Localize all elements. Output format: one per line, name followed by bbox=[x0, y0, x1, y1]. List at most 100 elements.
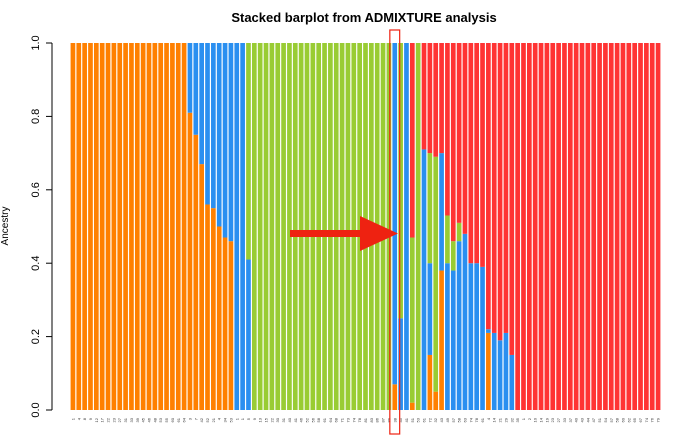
bar-segment-orange bbox=[175, 43, 181, 410]
x-tick-label: 54 bbox=[603, 417, 608, 422]
y-tick-label: 0.6 bbox=[30, 182, 42, 197]
bar-segment-red bbox=[638, 43, 643, 410]
y-tick-label: 0.4 bbox=[30, 256, 42, 271]
x-tick-label: 61 bbox=[422, 417, 427, 422]
x-tick-label: 1 bbox=[521, 417, 526, 420]
x-tick-label: 45 bbox=[141, 417, 146, 422]
bar-segment-orange bbox=[152, 43, 158, 410]
bar-segment-green bbox=[351, 43, 357, 410]
bar-segment-blue bbox=[462, 233, 468, 410]
x-tick-label: 74 bbox=[468, 417, 473, 422]
x-tick-label: 37 bbox=[568, 417, 573, 422]
x-tick-label: 43 bbox=[580, 417, 585, 422]
x-tick-label: 41 bbox=[293, 417, 298, 422]
x-tick-label: 2 bbox=[527, 417, 532, 420]
bar-segment-blue bbox=[392, 43, 398, 385]
bar-segment-blue bbox=[187, 43, 193, 113]
x-tick-label: 1 bbox=[240, 417, 245, 420]
x-tick-label: 51 bbox=[597, 417, 602, 422]
bar-segment-blue bbox=[491, 332, 497, 410]
bar-segment-orange bbox=[427, 354, 433, 410]
x-tick-label: 8 bbox=[82, 417, 87, 420]
bar-segment-orange bbox=[433, 391, 439, 410]
x-tick-label: 9 bbox=[252, 417, 257, 420]
x-tick-label: 1 bbox=[70, 417, 75, 420]
x-tick-label: 4 bbox=[76, 417, 81, 420]
x-tick-label: 78 bbox=[357, 417, 362, 422]
x-tick-label: 55 bbox=[164, 417, 169, 422]
x-tick-label: 44 bbox=[585, 417, 590, 422]
x-tick-label: 32 bbox=[433, 417, 438, 422]
x-tick-label: 9 bbox=[88, 417, 93, 420]
bar-segment-red bbox=[509, 43, 515, 355]
bar-segment-red bbox=[456, 43, 462, 223]
x-tick-label: 41 bbox=[404, 417, 409, 422]
x-tick-label: 40 bbox=[287, 417, 292, 422]
bar-segment-orange bbox=[205, 204, 210, 410]
x-tick-label: 21 bbox=[211, 417, 216, 422]
x-tick-label: 35 bbox=[515, 417, 520, 422]
x-tick-label: 83 bbox=[369, 417, 374, 422]
y-tick-label: 0.8 bbox=[30, 109, 42, 124]
x-tick-label: 3 bbox=[187, 417, 192, 420]
bar-segment-red bbox=[608, 43, 614, 410]
bar-segment-orange bbox=[228, 241, 234, 410]
bar-segment-red bbox=[486, 43, 491, 330]
bar-segment-orange bbox=[164, 43, 169, 410]
x-tick-label: 48 bbox=[152, 417, 157, 422]
bar-segment-green bbox=[310, 43, 316, 410]
bar-segment-orange bbox=[158, 43, 164, 410]
bar-segment-green bbox=[398, 43, 403, 319]
x-tick-label: 13 bbox=[258, 417, 263, 422]
bar-segment-red bbox=[409, 43, 415, 238]
bar-segment-red bbox=[603, 43, 608, 410]
bar-segment-green bbox=[380, 43, 386, 410]
x-tick-label: 72 bbox=[427, 417, 432, 422]
bar-segment-green bbox=[357, 43, 362, 410]
bar-segment-green bbox=[445, 215, 450, 264]
x-tick-label: 60 bbox=[620, 417, 625, 422]
bar-segment-green bbox=[333, 43, 339, 410]
x-tick-label: 61 bbox=[322, 417, 327, 422]
x-tick-label: 23 bbox=[550, 417, 555, 422]
bar-segment-red bbox=[421, 43, 427, 150]
x-tick-label: 58 bbox=[615, 417, 620, 422]
bar-segment-red bbox=[491, 43, 497, 333]
x-tick-label: 4 bbox=[217, 417, 222, 420]
bar-segment-orange bbox=[117, 43, 123, 410]
bar-segment-blue bbox=[398, 318, 403, 410]
bar-segment-orange bbox=[88, 43, 93, 410]
bar-segment-red bbox=[450, 43, 456, 242]
x-tick-label: 31 bbox=[123, 417, 128, 422]
x-tick-label: 51 bbox=[410, 417, 415, 422]
x-tick-label: 40 bbox=[574, 417, 579, 422]
bar-segment-red bbox=[550, 43, 556, 410]
bar-segment-orange bbox=[93, 43, 99, 410]
x-tick-label: 64 bbox=[328, 417, 333, 422]
bar-segment-red bbox=[644, 43, 649, 410]
bar-segment-orange bbox=[439, 270, 444, 410]
bar-segment-red bbox=[462, 43, 468, 234]
x-tick-label: 19 bbox=[544, 417, 549, 422]
arrow-head bbox=[360, 216, 398, 251]
bar-segment-green bbox=[427, 153, 433, 264]
bar-segment-orange bbox=[129, 43, 134, 410]
bar-segment-green bbox=[269, 43, 275, 410]
x-tick-label: 52 bbox=[304, 417, 309, 422]
x-tick-label: 56 bbox=[310, 417, 315, 422]
x-tick-label: 17 bbox=[100, 417, 105, 422]
x-tick-label: 64 bbox=[182, 417, 187, 422]
bar-segment-orange bbox=[82, 43, 87, 410]
x-tick-label: 22 bbox=[106, 417, 111, 422]
x-tick-label: 29 bbox=[503, 417, 508, 422]
x-tick-label: 21 bbox=[498, 417, 503, 422]
bar-segment-orange bbox=[134, 43, 140, 410]
bar-segment-red bbox=[521, 43, 526, 410]
bar-segment-red bbox=[556, 43, 561, 410]
bar-segment-orange bbox=[181, 43, 187, 410]
bar-segment-red bbox=[597, 43, 602, 410]
x-tick-label: 53 bbox=[228, 417, 233, 422]
bar-segment-red bbox=[620, 43, 626, 410]
bar-segment-red bbox=[591, 43, 597, 410]
